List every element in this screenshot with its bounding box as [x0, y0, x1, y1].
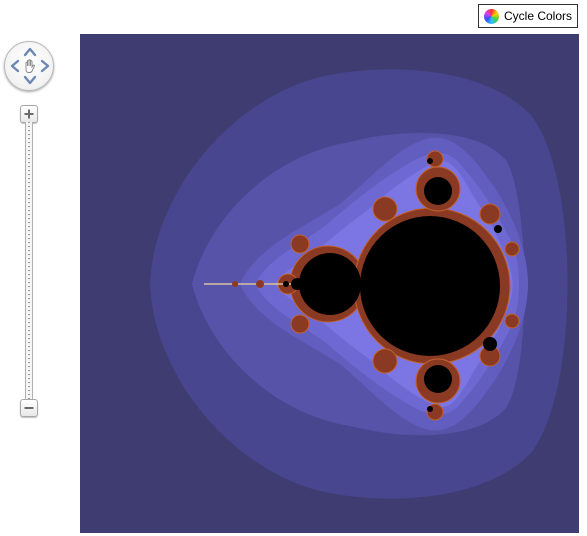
- zoom-in-button[interactable]: [20, 105, 38, 123]
- hand-icon: [25, 59, 35, 73]
- cycle-colors-button[interactable]: Cycle Colors: [478, 4, 578, 28]
- pan-right-icon[interactable]: [38, 59, 52, 73]
- pan-left-icon[interactable]: [8, 59, 22, 73]
- pan-up-icon[interactable]: [23, 45, 37, 59]
- zoom-out-button[interactable]: [20, 399, 38, 417]
- minus-icon: [24, 407, 34, 409]
- zoom-slider-track[interactable]: [25, 122, 33, 400]
- mandelbrot-set: [283, 158, 502, 412]
- mandelbrot-image: [80, 34, 579, 533]
- plus-icon: [24, 109, 34, 119]
- color-wheel-icon: [484, 8, 499, 24]
- cycle-colors-label: Cycle Colors: [504, 9, 573, 23]
- fractal-viewport[interactable]: [80, 34, 579, 533]
- pan-control[interactable]: [4, 41, 54, 91]
- pan-down-icon[interactable]: [23, 73, 37, 87]
